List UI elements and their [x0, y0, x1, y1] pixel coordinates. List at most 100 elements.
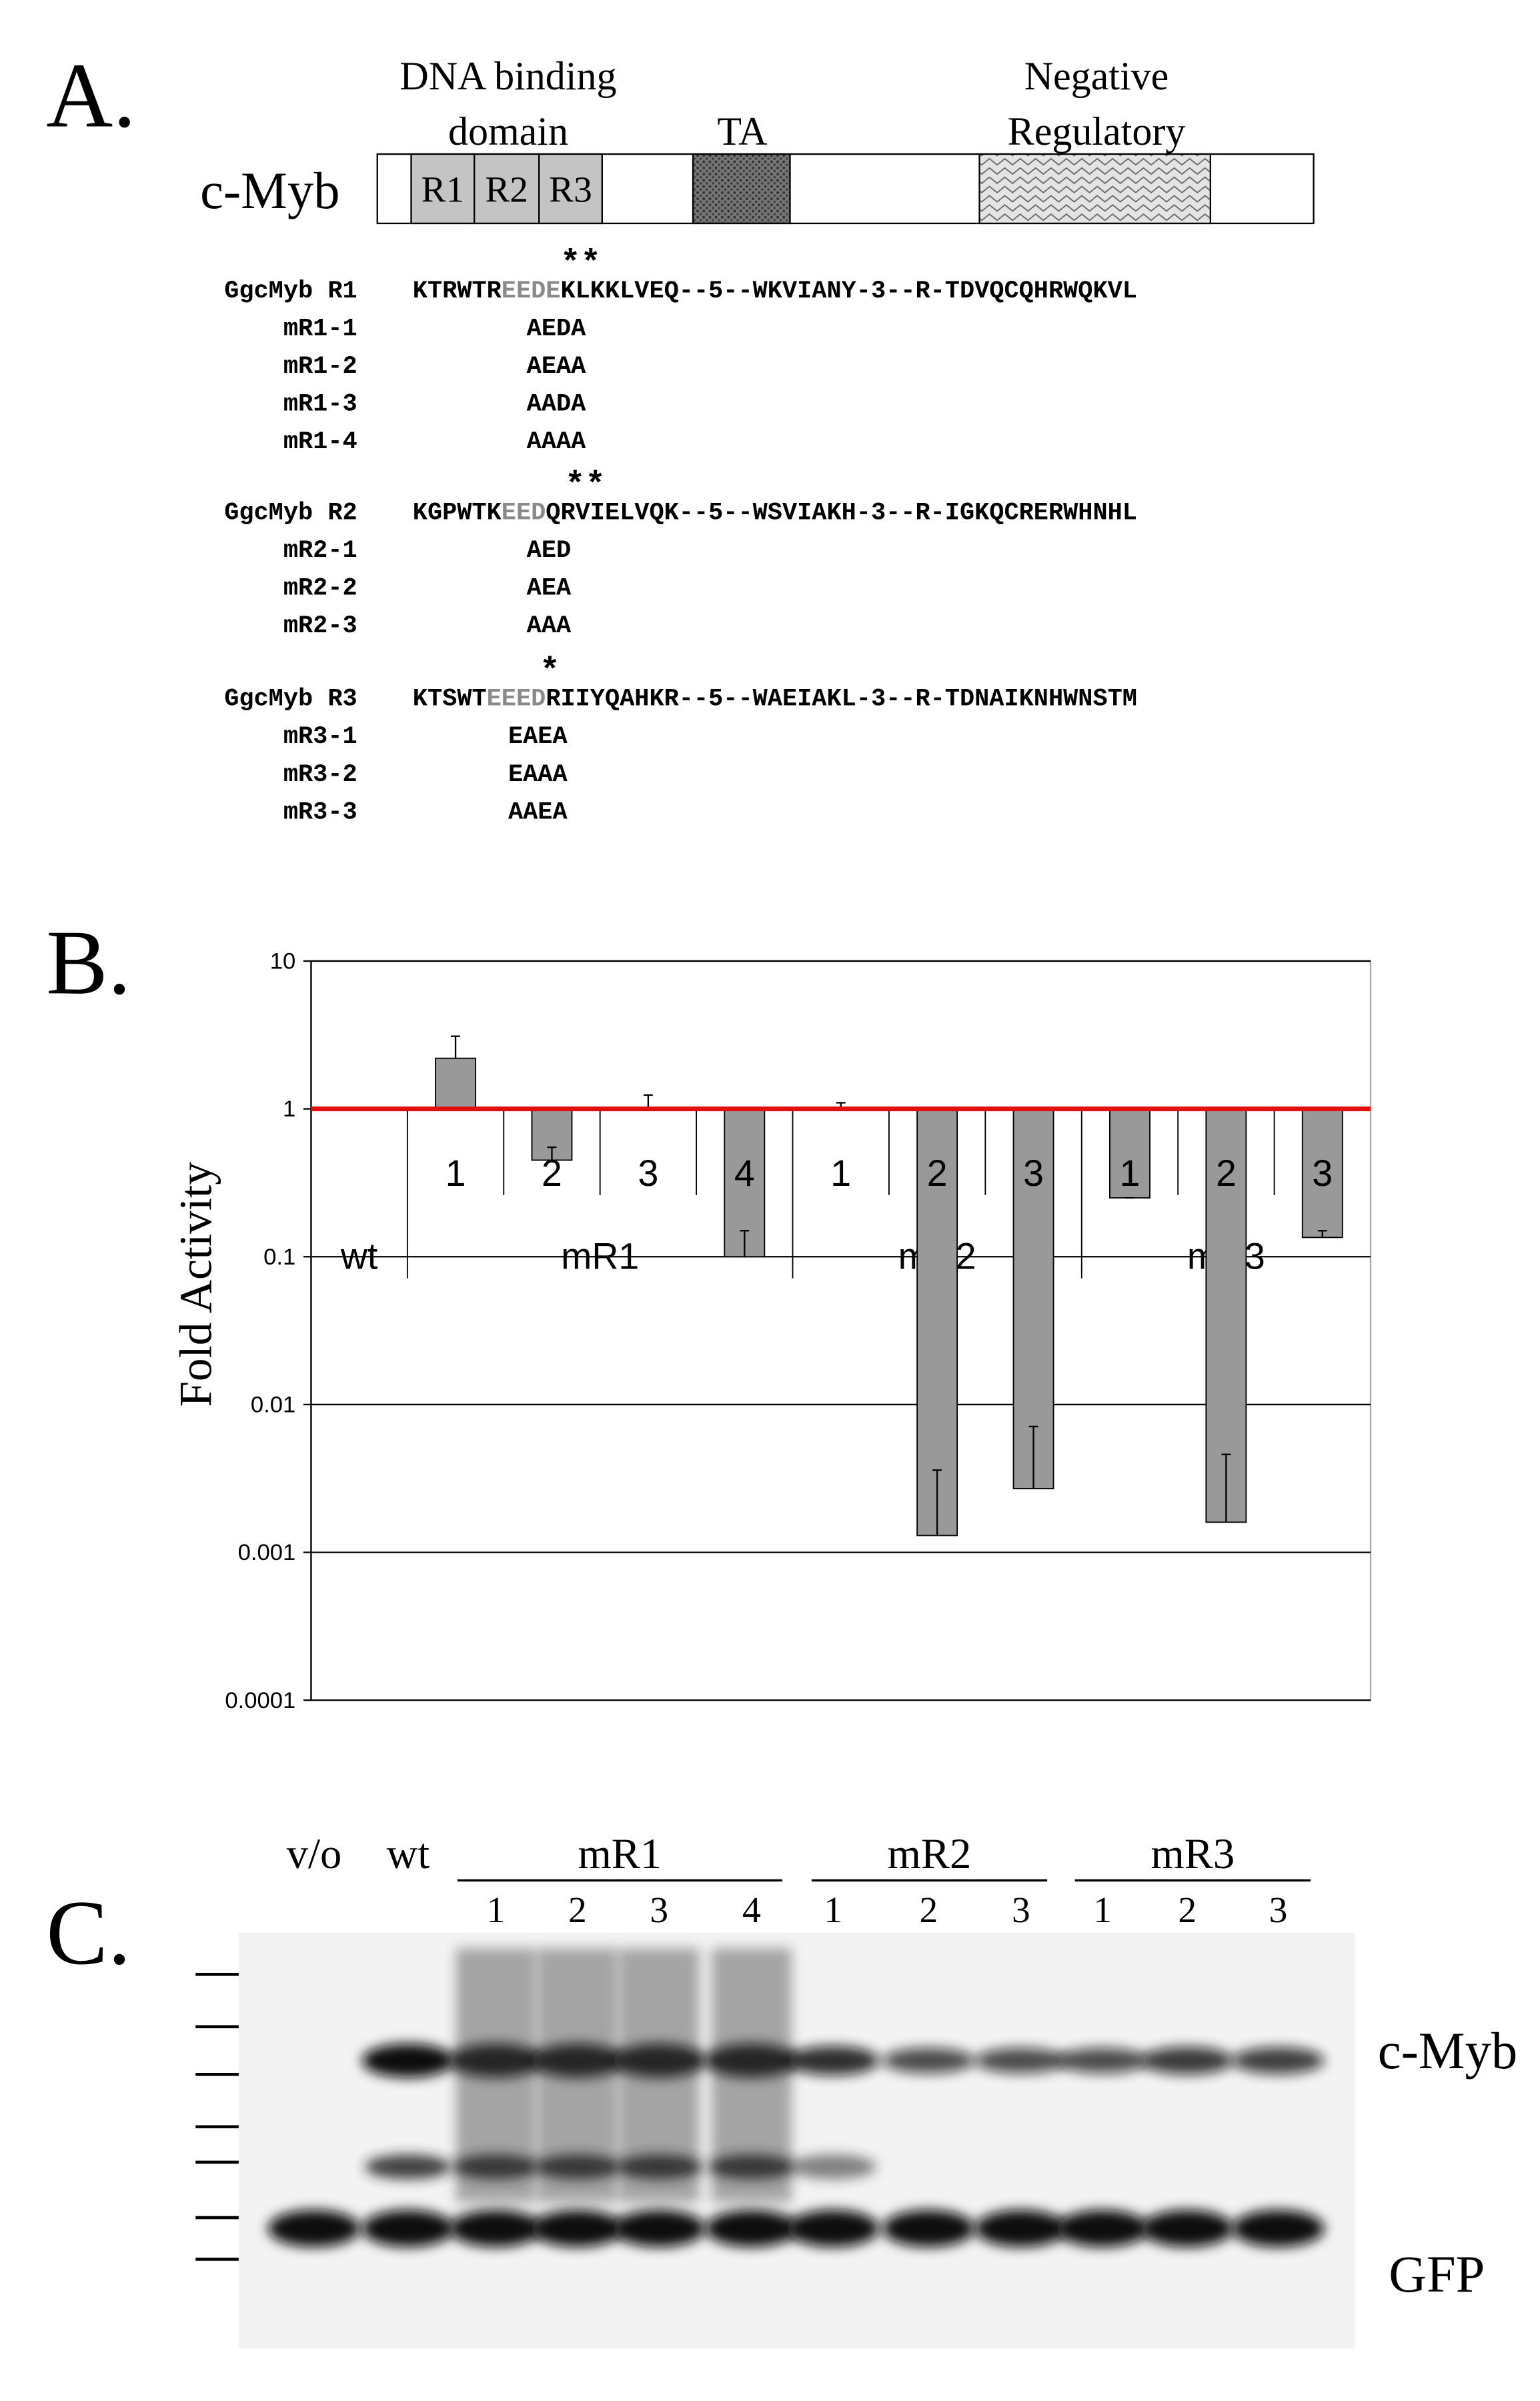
- sequence-part: KLKKLVEQ--5--WKVIANY-3--R-TDVQCQHRWQKVL: [560, 277, 1136, 305]
- mutant-name: mR3-1: [283, 723, 357, 751]
- ta-label: TA: [717, 109, 767, 153]
- repeat-box: [410, 153, 476, 225]
- mutant-name: mR1-1: [283, 315, 357, 343]
- star: **: [560, 245, 601, 283]
- x-tick-label: 1: [830, 1152, 851, 1194]
- mutant-seq: AEDA: [527, 315, 586, 343]
- x-tick-label: 4: [734, 1152, 755, 1194]
- sequence-name: GgcMyb R3: [224, 686, 357, 714]
- negative-title: Negative: [1024, 54, 1169, 98]
- gfp-band: [267, 2210, 361, 2247]
- repeat-label: R1: [422, 169, 465, 210]
- x-tick-label: 2: [1216, 1152, 1237, 1194]
- mutant-name: mR3-2: [283, 761, 357, 789]
- group-label: wt: [340, 1236, 377, 1277]
- mutant-name: mR3-3: [283, 798, 357, 826]
- panel-label: C.: [46, 1881, 131, 1983]
- band-label: c-Myb: [1378, 2022, 1517, 2080]
- panel-label: B.: [46, 911, 131, 1013]
- mutant-seq: EAEA: [508, 723, 568, 751]
- myb-band: [1140, 2046, 1234, 2075]
- star: **: [565, 467, 606, 505]
- repeat-box: [538, 153, 603, 225]
- negative-domain: [978, 153, 1212, 225]
- lane-label: wt: [387, 1829, 430, 1877]
- domain-title: domain: [448, 109, 568, 153]
- sequence-part: RIIYQAHKR--5--WAEIAKL-3--R-TDNAIKNHWNSTM: [546, 686, 1137, 714]
- gfp-band: [1232, 2210, 1325, 2247]
- y-tick-label: 0.01: [251, 1392, 295, 1417]
- y-tick-label: 1: [283, 1096, 295, 1122]
- degradation-band: [790, 2154, 876, 2180]
- y-tick-label: 10: [270, 948, 296, 974]
- mutant-name: mR2-3: [283, 612, 357, 640]
- repeat-label: R3: [549, 169, 592, 210]
- negative-title: Regulatory: [1008, 109, 1186, 153]
- myb-band: [974, 2048, 1068, 2074]
- gfp-band: [361, 2210, 455, 2247]
- degradation-band: [616, 2154, 702, 2180]
- lane-number: 1: [824, 1889, 842, 1930]
- mutant-seq: AAEA: [508, 798, 568, 826]
- mutant-name: mR1-4: [283, 428, 357, 456]
- sequence-part: KGPWTK: [413, 499, 502, 527]
- sequence-part: KTRWTR: [413, 277, 502, 305]
- gfp-band: [786, 2210, 880, 2247]
- myb-band: [882, 2048, 975, 2074]
- band-label: GFP: [1389, 2245, 1485, 2303]
- blot: [238, 1932, 1355, 2349]
- lane-number: 2: [1178, 1889, 1197, 1930]
- protein-name: c-Myb: [200, 161, 339, 219]
- group-label: mR3: [1150, 1829, 1235, 1877]
- sequence-part: QRVIELVQK--5--WSVIAKH-3--R-IGKQCRERWHNHL: [546, 499, 1137, 527]
- mutant-name: mR1-2: [283, 353, 357, 381]
- myb-band: [786, 2046, 880, 2076]
- mutant-name: mR2-1: [283, 537, 357, 565]
- degradation-band: [708, 2154, 795, 2180]
- panel-label: A.: [46, 44, 136, 146]
- degradation-band: [365, 2154, 452, 2180]
- gfp-band: [450, 2210, 542, 2247]
- lane-number: 2: [568, 1889, 587, 1930]
- lane-number: 3: [1012, 1889, 1030, 1930]
- mutant-seq: AEA: [527, 574, 572, 602]
- bar: [1301, 1108, 1343, 1239]
- mutant-seq: AED: [527, 537, 572, 565]
- mutant-seq: AAA: [527, 612, 572, 640]
- mutant-seq: AAAA: [527, 428, 586, 456]
- lane-number: 3: [1269, 1889, 1288, 1930]
- sequence-part: EEED: [487, 686, 546, 714]
- lane-number: 1: [1093, 1889, 1112, 1930]
- gfp-band: [705, 2210, 798, 2247]
- lane-number: 1: [487, 1889, 506, 1930]
- mutant-name: mR2-2: [283, 574, 357, 602]
- group-label: mR1: [578, 1829, 662, 1877]
- sequence-name: GgcMyb R2: [224, 499, 357, 527]
- ta-domain: [692, 153, 791, 225]
- x-tick-label: 1: [446, 1152, 466, 1194]
- bar: [1109, 1108, 1150, 1198]
- mutant-seq: AEAA: [527, 353, 586, 381]
- gfp-band: [531, 2210, 624, 2247]
- bar: [1205, 1108, 1247, 1523]
- sequence: KTSWTEEEDRIIYQAHKR--5--WAEIAKL-3--R-TDNA…: [413, 686, 1137, 714]
- gfp-band: [612, 2210, 706, 2247]
- x-tick-label: 3: [1312, 1152, 1333, 1194]
- lane-number: 3: [650, 1889, 668, 1930]
- sequence: KTRWTREEDEKLKKLVEQ--5--WKVIANY-3--R-TDVQ…: [413, 277, 1137, 305]
- mutant-seq: EAAA: [508, 761, 568, 789]
- lane-number: 2: [919, 1889, 938, 1930]
- y-axis-label: Fold Activity: [169, 1162, 221, 1407]
- mutant-seq: AADA: [527, 390, 586, 418]
- myb-band: [1232, 2047, 1325, 2074]
- sequence-part: EED: [502, 499, 546, 527]
- repeat-box: [474, 153, 540, 225]
- group-label: mR2: [888, 1829, 972, 1877]
- gfp-band: [882, 2210, 975, 2247]
- gfp-band: [1056, 2210, 1149, 2247]
- gfp-band: [974, 2210, 1068, 2247]
- x-tick-label: 1: [1120, 1152, 1140, 1194]
- degradation-band: [452, 2154, 540, 2180]
- sequence: KGPWTKEEDQRVIELVQK--5--WSVIAKH-3--R-IGKQ…: [413, 499, 1137, 527]
